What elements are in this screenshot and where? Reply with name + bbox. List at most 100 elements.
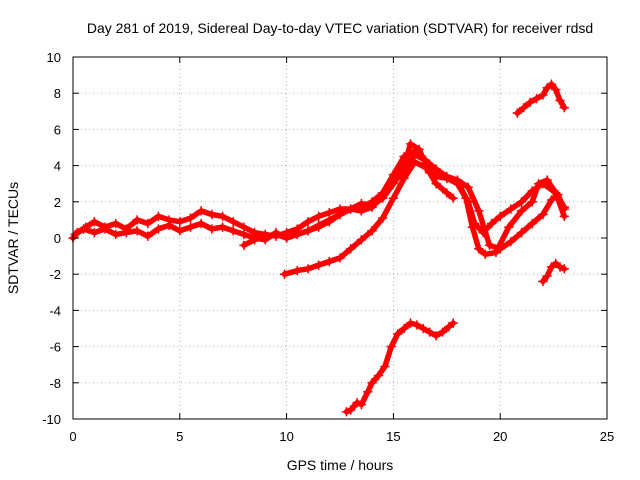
- data-point: [399, 323, 409, 334]
- series-layer: [68, 79, 570, 417]
- data-point: [525, 97, 535, 108]
- data-point: [550, 84, 561, 95]
- data-point: [559, 211, 570, 222]
- data-point: [341, 406, 352, 417]
- data-point: [463, 182, 473, 193]
- data-point: [486, 218, 497, 229]
- data-point: [474, 244, 484, 254]
- data-point: [452, 178, 463, 189]
- data-point: [442, 187, 452, 198]
- data-point: [153, 224, 164, 234]
- data-point: [550, 258, 561, 269]
- y-tick-label: 4: [54, 159, 61, 174]
- series-track-7: [538, 258, 570, 287]
- data-point: [196, 206, 206, 216]
- data-point: [474, 206, 484, 216]
- series-track-4: [279, 157, 570, 279]
- data-point: [542, 175, 552, 185]
- data-point: [546, 195, 557, 205]
- data-point: [538, 276, 548, 287]
- data-point: [503, 222, 514, 232]
- data-point: [542, 271, 552, 281]
- data-point: [207, 224, 217, 234]
- series-line: [514, 81, 568, 116]
- data-point: [418, 323, 429, 334]
- data-point: [196, 218, 206, 229]
- y-tick-label: 6: [54, 122, 61, 137]
- data-point: [531, 93, 542, 104]
- data-point: [546, 262, 557, 272]
- data-point: [313, 220, 324, 231]
- data-point: [377, 193, 388, 203]
- data-point: [110, 218, 121, 229]
- data-point: [132, 215, 142, 225]
- data-point: [292, 229, 303, 240]
- data-point: [527, 218, 538, 229]
- data-point: [380, 361, 390, 372]
- data-point: [431, 171, 441, 182]
- data-point: [345, 244, 356, 254]
- data-point: [260, 231, 271, 241]
- x-tick-label: 15: [386, 429, 400, 444]
- y-tick-label: 2: [54, 195, 61, 210]
- x-axis-title: GPS time / hours: [287, 457, 394, 473]
- data-point: [559, 263, 570, 274]
- data-point: [448, 193, 459, 203]
- x-tick-label: 20: [493, 429, 507, 444]
- data-point: [367, 200, 377, 211]
- data-point: [175, 216, 185, 227]
- data-point: [444, 321, 454, 332]
- data-point: [142, 231, 153, 241]
- data-point: [249, 235, 260, 245]
- data-point: [431, 330, 441, 341]
- data-point: [516, 227, 527, 238]
- data-point: [78, 224, 89, 234]
- data-point: [467, 222, 478, 232]
- data-point: [303, 263, 313, 274]
- y-tick-label: -4: [49, 303, 61, 318]
- data-point: [228, 225, 238, 236]
- data-point: [352, 397, 362, 408]
- data-point: [437, 327, 448, 337]
- data-point: [388, 193, 399, 203]
- chart-title: Day 281 of 2019, Sidereal Day-to-day VTE…: [87, 20, 593, 36]
- data-point: [271, 229, 281, 240]
- data-point: [559, 102, 570, 113]
- data-point: [484, 240, 495, 251]
- data-point: [153, 211, 164, 222]
- x-tick-label: 25: [600, 429, 614, 444]
- data-point: [414, 144, 424, 155]
- data-point: [405, 139, 416, 149]
- data-point: [121, 227, 132, 238]
- x-tick-label: 10: [279, 429, 293, 444]
- y-tick-label: -2: [49, 267, 61, 282]
- data-point: [281, 233, 292, 243]
- y-axis-title: SDTVAR / TECUs: [5, 182, 21, 294]
- data-point: [70, 229, 80, 240]
- data-point: [367, 378, 377, 388]
- data-point: [345, 204, 356, 214]
- data-point: [386, 341, 397, 352]
- data-point: [132, 225, 142, 236]
- data-point: [533, 178, 544, 189]
- data-point: [506, 236, 516, 247]
- data-point: [409, 157, 420, 167]
- data-point: [110, 229, 121, 240]
- data-point: [303, 225, 313, 236]
- data-point: [362, 387, 373, 397]
- data-point: [279, 269, 290, 279]
- data-point: [399, 164, 409, 175]
- data-point: [217, 211, 228, 222]
- y-tick-label: -8: [49, 376, 61, 391]
- data-point: [367, 225, 377, 236]
- x-tick-label: 0: [69, 429, 76, 444]
- data-point: [373, 370, 384, 381]
- data-point: [542, 82, 552, 93]
- data-point: [538, 209, 548, 220]
- data-point: [324, 215, 335, 225]
- data-point: [412, 320, 422, 330]
- data-point: [480, 249, 491, 260]
- data-point: [388, 178, 399, 189]
- data-point: [89, 216, 100, 227]
